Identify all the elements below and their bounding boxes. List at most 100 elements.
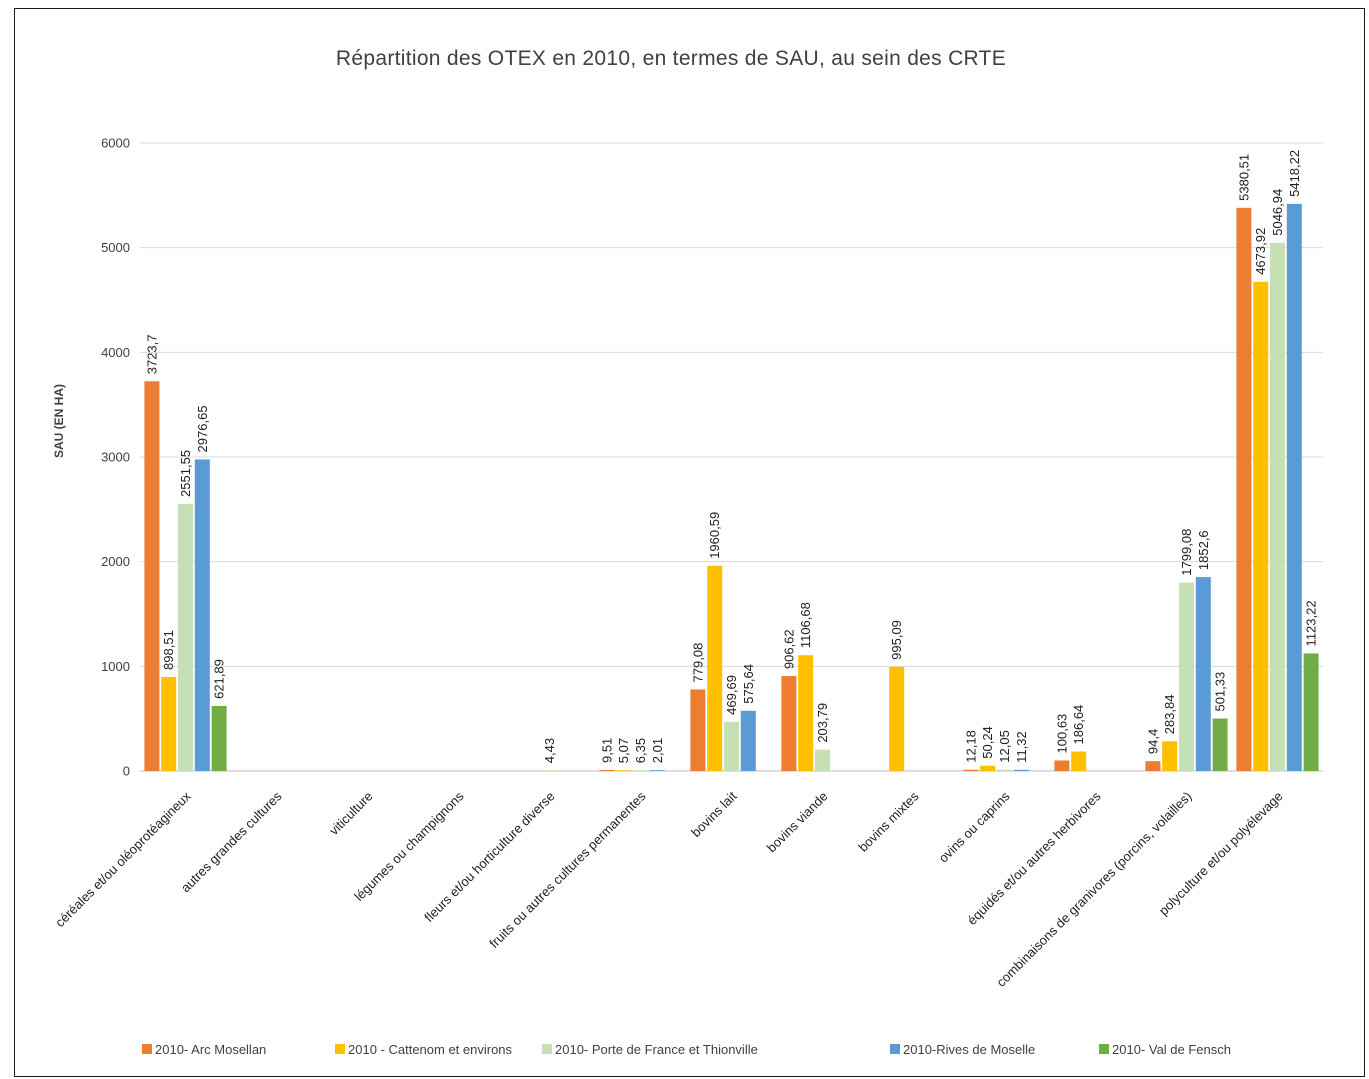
data-label: 12,05: [997, 730, 1012, 763]
data-label: 501,33: [1213, 672, 1228, 712]
data-label: 9,51: [599, 738, 614, 763]
data-label: 575,64: [741, 664, 756, 704]
data-label: 1123,22: [1304, 600, 1319, 646]
data-label: 6,35: [633, 738, 648, 763]
data-label: 5,07: [616, 738, 631, 763]
y-tick-label: 0: [123, 764, 130, 779]
data-label: 11,32: [1014, 731, 1029, 763]
y-tick-label: 1000: [101, 659, 130, 674]
bar: [781, 676, 797, 771]
y-tick-label: 3000: [101, 450, 130, 465]
bar: [616, 770, 632, 771]
legend-label: 2010- Porte de France et Thionville: [555, 1042, 758, 1057]
data-label: 906,62: [781, 629, 796, 669]
y-tick-label: 2000: [101, 554, 130, 569]
y-axis-label: SAU (EN HA): [52, 384, 66, 458]
data-label: 5418,22: [1287, 150, 1302, 197]
data-label: 621,89: [212, 659, 227, 699]
x-tick-label: fruits ou autres cultures permanentes: [486, 788, 649, 951]
legend-swatch: [142, 1044, 152, 1054]
x-tick-label: combinaisons de granivores (porcins, vol…: [993, 789, 1194, 990]
bar: [1270, 242, 1285, 772]
bar: [1236, 207, 1252, 771]
legend-swatch: [1099, 1044, 1109, 1054]
bar: [690, 689, 706, 771]
y-tick-label: 6000: [101, 136, 130, 151]
bar: [1145, 761, 1161, 771]
bar: [980, 765, 996, 771]
bar: [1162, 741, 1178, 771]
legend-label: 2010- Val de Fensch: [1112, 1042, 1231, 1057]
bar: [633, 770, 648, 771]
chart-frame: Répartition des OTEX en 2010, en termes …: [14, 8, 1365, 1077]
data-label: 4,43: [542, 738, 557, 763]
data-label: 50,24: [980, 726, 995, 759]
bar: [889, 666, 905, 771]
data-label: 5046,94: [1270, 189, 1285, 236]
bar: [211, 705, 227, 771]
legend: 2010- Arc Mosellan 2010 - Cattenom et env…: [142, 1042, 1231, 1057]
bar: [1253, 281, 1269, 771]
data-label: 203,79: [815, 703, 830, 743]
data-label: 2551,55: [178, 450, 193, 497]
bar-chart: Répartition des OTEX en 2010, en termes …: [52, 47, 1323, 1057]
data-label: 4673,92: [1253, 228, 1268, 275]
x-tick-label: autres grandes cultures: [178, 788, 285, 895]
y-tick-label: 4000: [101, 345, 130, 360]
bar: [1179, 582, 1194, 771]
bar: [1286, 203, 1302, 772]
bar: [599, 770, 615, 771]
bar: [194, 459, 210, 771]
legend-swatch: [890, 1044, 900, 1054]
bars: [144, 203, 1319, 772]
data-label: 283,84: [1162, 695, 1177, 735]
legend-swatch: [542, 1044, 552, 1054]
x-tick-label: viticulture: [326, 789, 375, 838]
data-label: 779,08: [690, 643, 705, 683]
bar: [649, 770, 665, 771]
data-label: 1852,6: [1196, 530, 1211, 570]
legend-label: 2010- Arc Mosellan: [155, 1042, 266, 1057]
bar: [1195, 577, 1211, 771]
data-label: 94,4: [1145, 729, 1160, 754]
data-label: 469,69: [724, 675, 739, 715]
y-tick-label: 5000: [101, 240, 130, 255]
bar: [1303, 653, 1319, 771]
data-label: 1960,59: [707, 512, 722, 559]
data-label: 12,18: [963, 730, 978, 763]
legend-label: 2010 - Cattenom et environs: [348, 1042, 513, 1057]
data-label: 186,64: [1071, 705, 1086, 745]
data-label: 3723,7: [144, 334, 159, 374]
bar: [161, 676, 177, 771]
x-tick-label: ovins ou caprins: [936, 788, 1013, 865]
chart-title: Répartition des OTEX en 2010, en termes …: [336, 47, 1006, 70]
gridlines: 0 1000 2000 3000 4000 5000 6000: [101, 136, 1323, 779]
bar: [1071, 751, 1087, 771]
x-tick-label: bovins mixtes: [855, 788, 922, 855]
data-label: 898,51: [161, 630, 176, 670]
bar: [997, 769, 1012, 771]
bar: [963, 769, 979, 771]
bar: [144, 381, 160, 771]
bar: [740, 710, 756, 771]
data-label: 100,63: [1054, 714, 1069, 754]
legend-swatch: [335, 1044, 345, 1054]
data-label: 5380,51: [1236, 154, 1251, 201]
bar: [1054, 760, 1070, 771]
x-tick-label: céréales et/ou oléoprotéagineux: [52, 788, 194, 930]
bar: [542, 770, 557, 771]
bar: [815, 749, 830, 771]
bar: [178, 503, 193, 771]
data-label: 1799,08: [1179, 529, 1194, 576]
bar: [1013, 769, 1029, 771]
bar: [1212, 718, 1228, 771]
bar: [724, 721, 739, 771]
data-labels: 3723,7 9,51 779,08 906,62 12,18 100,63 94,4 538…: [144, 150, 1318, 763]
bar: [798, 655, 814, 771]
x-tick-label: bovins viande: [764, 789, 831, 856]
data-label: 2,01: [650, 738, 665, 763]
data-label: 1106,68: [798, 602, 813, 648]
data-label: 995,09: [889, 620, 904, 660]
legend-label: 2010-Rives de Moselle: [903, 1042, 1035, 1057]
